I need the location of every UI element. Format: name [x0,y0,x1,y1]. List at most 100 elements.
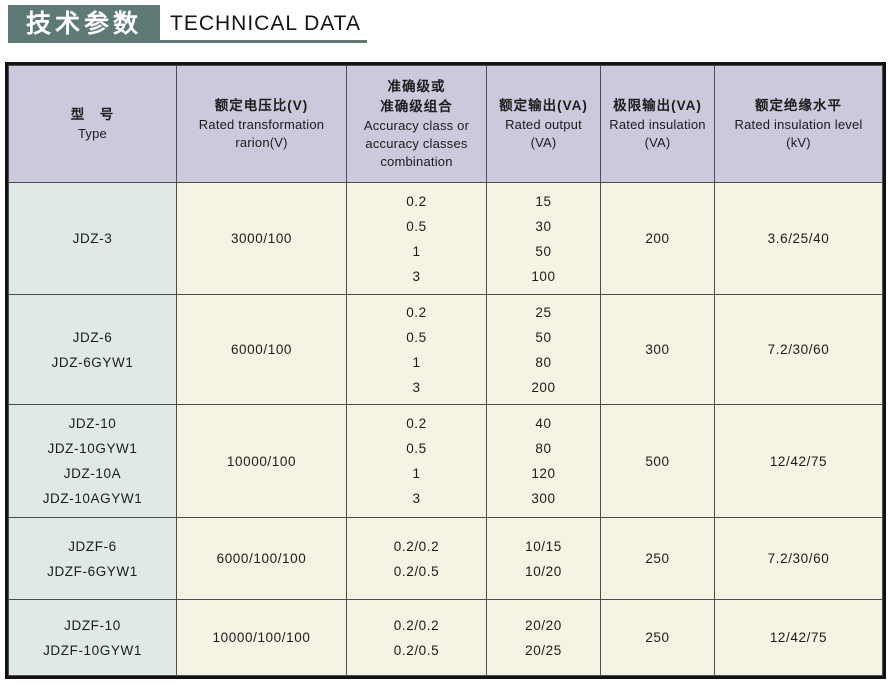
column-header-label-en: Type [78,126,107,141]
type-label: JDZ-6GYW1 [51,354,134,370]
column-header-label-en: Accuracy class or [363,118,470,133]
table-row: JDZF-10 JDZF-10GYW1 10000/100/100 0.2/0.2 0.… [8,599,883,676]
accuracy-value: 1 [412,243,421,259]
table-row: JDZ-6 JDZ-6GYW1 6000/100 0.2 0.5 1 3 25 50 80 200 3… [8,294,883,405]
accuracy-value: 0.2/0.2 [393,538,440,554]
output-value: 10/15 [525,538,562,554]
type-label: JDZF-10 [64,617,121,633]
insulation-level-cell: 12/42/75 [714,599,883,676]
accuracy-cell: 0.2/0.2 0.2/0.5 [346,517,487,600]
output-value: 50 [535,329,552,345]
technical-data-table-wrap: 型 号 Type 额定电压比(V) Rated transformation rario… [5,62,886,679]
column-header-label-cn: 准确级或 [387,79,446,94]
page-title-cn: 技术参数 [25,9,142,38]
column-header-label-en: (VA) [530,135,557,150]
accuracy-value: 0.2 [406,193,427,209]
output-cell: 10/15 10/20 [486,517,601,600]
page-header: 技术参数 TECHNICAL DATA [8,5,890,43]
max-output-cell: 250 [600,599,715,676]
table-row: JDZF-6 JDZF-6GYW1 6000/100/100 0.2/0.2 0.2/0… [8,517,883,600]
type-cell: JDZ-6 JDZ-6GYW1 [8,294,177,405]
type-label: JDZ-10 [68,416,117,431]
output-value: 15 [535,193,552,209]
output-cell: 25 50 80 200 [486,294,601,405]
column-header-cell: 额定输出(VA) Rated output (VA) [486,65,601,183]
type-label: JDZ-10GYW1 [47,441,138,456]
output-value: 300 [531,491,556,506]
type-label: JDZF-6 [68,538,117,554]
ratio-cell: 6000/100 [176,294,347,405]
table-body: JDZ-3 3000/100 0.2 0.5 1 3 15 30 50 100 200 3.6/25/… [8,182,883,676]
table-row: JDZ-10 JDZ-10GYW1 JDZ-10A JDZ-10AGYW1 10000/… [8,404,883,518]
column-header-cell: 准确级或准确级组合 Accuracy class or accuracy class… [346,65,487,183]
column-header-label-en: Rated transformation [198,117,325,132]
accuracy-value: 0.2 [406,304,427,320]
accuracy-value: 3 [412,379,421,395]
accuracy-value: 0.5 [406,218,427,234]
column-header-cell: 极限输出(VA) Rated insulation (VA) [600,65,715,183]
ratio-cell: 6000/100/100 [176,517,347,600]
column-header-label-en: combination [380,154,453,169]
ratio-cell: 10000/100 [176,404,347,518]
column-header-label-cn: 额定电压比(V) [214,98,309,113]
technical-data-table: 型 号 Type 额定电压比(V) Rated transformation rario… [8,65,883,676]
insulation-level-cell: 7.2/30/60 [714,294,883,405]
output-value: 10/20 [525,563,562,579]
type-cell: JDZF-6 JDZF-6GYW1 [8,517,177,600]
accuracy-value: 1 [412,354,421,370]
type-cell: JDZF-10 JDZF-10GYW1 [8,599,177,676]
column-header-label-en: (VA) [644,135,671,150]
accuracy-cell: 0.2 0.5 1 3 [346,294,487,405]
insulation-level-cell: 12/42/75 [714,404,883,518]
output-cell: 40 80 120 300 [486,404,601,518]
column-header-cell: 型 号 Type [8,65,177,183]
column-header-label-cn: 额定绝缘水平 [755,98,842,113]
insulation-level-cell: 7.2/30/60 [714,517,883,600]
accuracy-value: 0.2/0.5 [393,642,440,658]
insulation-level-cell: 3.6/25/40 [714,182,883,295]
type-label: JDZF-6GYW1 [47,563,138,579]
table-head: 型 号 Type 额定电压比(V) Rated transformation rario… [8,65,883,183]
output-value: 20/25 [525,642,562,658]
accuracy-value: 0.5 [406,329,427,345]
output-value: 30 [535,218,552,234]
table-header-row: 型 号 Type 额定电压比(V) Rated transformation rario… [8,65,883,183]
output-cell: 15 30 50 100 [486,182,601,295]
max-output-cell: 250 [600,517,715,600]
column-header-label-en: rarion(V) [235,135,288,150]
output-value: 80 [535,354,552,370]
accuracy-value: 3 [412,491,421,506]
column-header-label-cn: 准确级组合 [380,99,453,114]
column-header-label-en: accuracy classes [365,136,468,151]
max-output-cell: 200 [600,182,715,295]
output-value: 100 [531,268,556,284]
type-label: JDZ-10A [63,466,122,481]
accuracy-value: 3 [412,268,421,284]
accuracy-cell: 0.2 0.5 1 3 [346,182,487,295]
output-value: 200 [531,379,556,395]
page-title-en: TECHNICAL DATA [160,11,367,43]
type-label: JDZ-3 [72,231,113,246]
max-output-cell: 500 [600,404,715,518]
accuracy-value: 1 [412,466,421,481]
column-header-label-en: Rated output [505,117,582,132]
column-header-label-cn: 额定输出(VA) [499,98,588,113]
output-value: 120 [531,466,556,481]
type-cell: JDZ-3 [8,182,177,295]
max-output-cell: 300 [600,294,715,405]
column-header-label-en: Rated insulation [609,117,706,132]
type-label: JDZ-10AGYW1 [42,491,143,506]
accuracy-cell: 0.2/0.2 0.2/0.5 [346,599,487,676]
output-value: 50 [535,243,552,259]
ratio-cell: 10000/100/100 [176,599,347,676]
type-label: JDZ-6 [72,329,113,345]
output-value: 20/20 [525,617,562,633]
output-value: 25 [535,304,552,320]
title-banner: 技术参数 [8,5,160,43]
accuracy-value: 0.2/0.5 [393,563,440,579]
accuracy-value: 0.2 [406,416,427,431]
output-value: 40 [535,416,552,431]
column-header-label-cn: 型 号 [70,107,115,122]
accuracy-value: 0.2/0.2 [393,617,440,633]
column-header-cell: 额定电压比(V) Rated transformation rarion(V) [176,65,347,183]
